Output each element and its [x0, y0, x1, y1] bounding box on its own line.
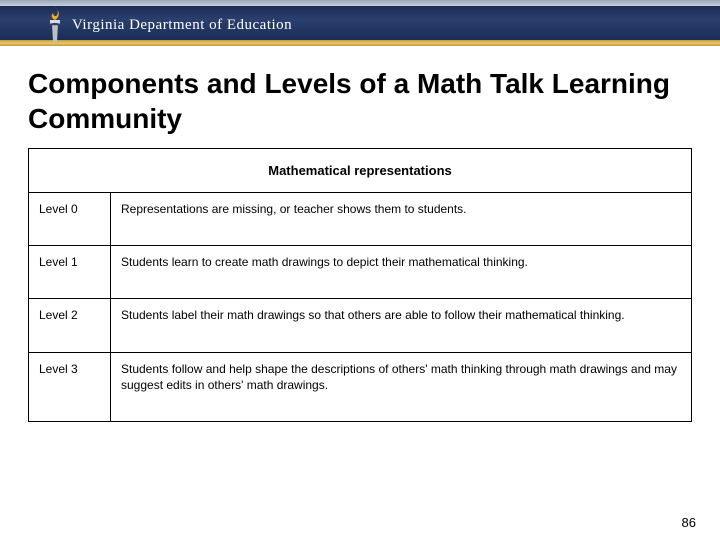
table-row: Level 3 Students follow and help shape t… — [29, 352, 692, 421]
desc-cell: Students follow and help shape the descr… — [111, 352, 692, 421]
banner-main-bar: Virginia Department of Education — [0, 6, 720, 40]
torch-icon — [44, 4, 66, 46]
desc-cell: Representations are missing, or teacher … — [111, 193, 692, 246]
table-row: Level 1 Students learn to create math dr… — [29, 246, 692, 299]
levels-table: Mathematical representations Level 0 Rep… — [28, 148, 692, 422]
level-cell: Level 1 — [29, 246, 111, 299]
slide-title: Components and Levels of a Math Talk Lea… — [0, 48, 720, 148]
table-header: Mathematical representations — [29, 149, 692, 193]
table-header-row: Mathematical representations — [29, 149, 692, 193]
level-cell: Level 0 — [29, 193, 111, 246]
level-cell: Level 2 — [29, 299, 111, 352]
desc-cell: Students label their math drawings so th… — [111, 299, 692, 352]
table-row: Level 0 Representations are missing, or … — [29, 193, 692, 246]
organization-logo: Virginia Department of Education — [44, 4, 292, 46]
desc-cell: Students learn to create math drawings t… — [111, 246, 692, 299]
table-row: Level 2 Students label their math drawin… — [29, 299, 692, 352]
page-number: 86 — [682, 515, 696, 530]
organization-name: Virginia Department of Education — [72, 17, 292, 34]
level-cell: Level 3 — [29, 352, 111, 421]
header-banner: Virginia Department of Education — [0, 0, 720, 48]
